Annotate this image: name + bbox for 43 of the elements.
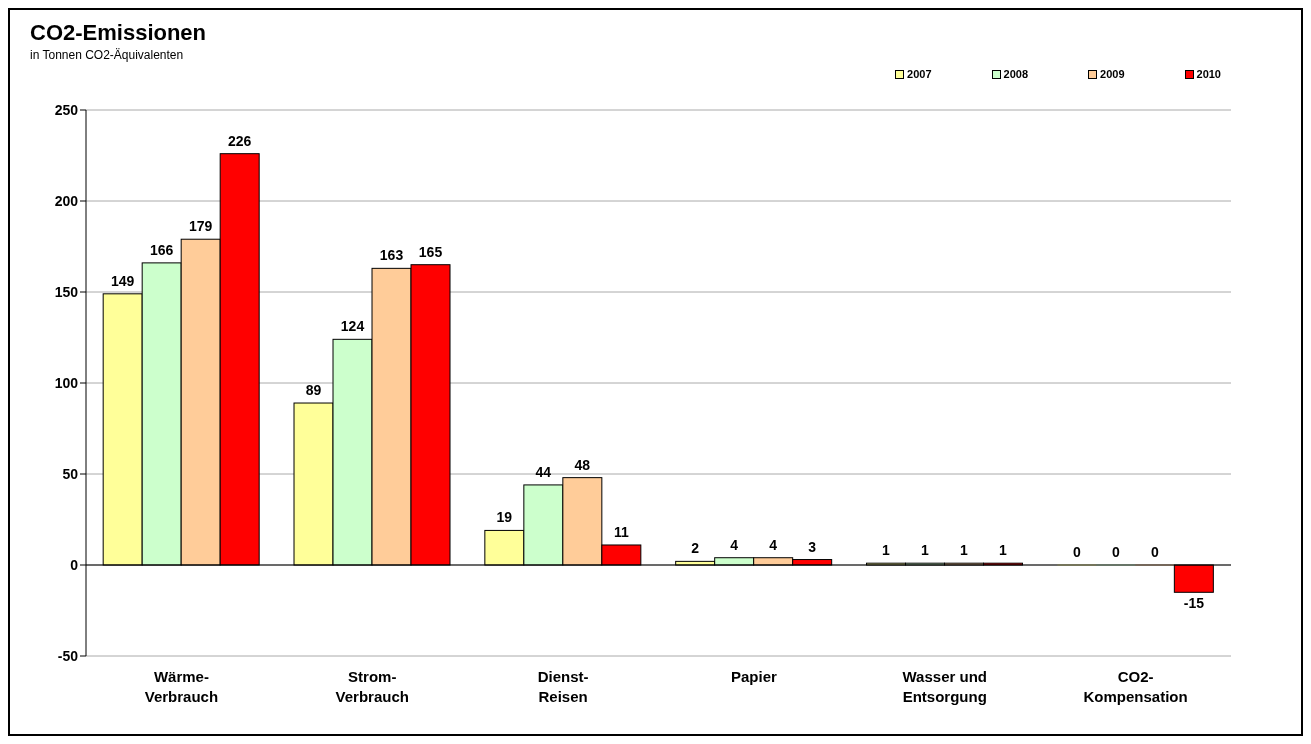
data-label: 163 bbox=[379, 247, 404, 264]
y-tick-label: 100 bbox=[54, 374, 79, 391]
y-tick-label: 0 bbox=[70, 556, 79, 573]
data-label: 179 bbox=[189, 218, 213, 235]
data-label: 2 bbox=[691, 540, 700, 557]
data-label: 165 bbox=[418, 243, 443, 260]
data-label: 1 bbox=[921, 542, 930, 559]
data-label: 124 bbox=[340, 318, 365, 335]
data-label: 19 bbox=[496, 509, 513, 526]
legend-label: 2007 bbox=[906, 68, 932, 80]
data-label: 44 bbox=[535, 463, 552, 480]
data-label: 1 bbox=[960, 542, 969, 559]
data-label: 89 bbox=[305, 382, 322, 399]
y-tick-label: 50 bbox=[62, 465, 79, 482]
x-tick-label: Wärme- Verbrauch bbox=[144, 668, 219, 705]
y-tick-label: 250 bbox=[54, 101, 79, 118]
legend-label: 2010 bbox=[1195, 68, 1221, 80]
data-label: 11 bbox=[613, 523, 629, 540]
data-label: 226 bbox=[228, 132, 252, 149]
x-tick-label: CO2- Kompensation bbox=[1083, 668, 1188, 705]
chart-title: CO2-Emissionen bbox=[30, 20, 207, 46]
data-label: -15 bbox=[1183, 595, 1205, 612]
x-tick-label: Strom- Verbrauch bbox=[335, 668, 409, 705]
data-label: 0 bbox=[1072, 544, 1081, 560]
legend-label: 2008 bbox=[1002, 68, 1029, 80]
x-tick-label: Dienst- Reisen bbox=[537, 668, 589, 705]
data-label: 4 bbox=[730, 536, 739, 553]
y-tick-label: 150 bbox=[54, 283, 79, 300]
data-label: 1 bbox=[999, 542, 1008, 559]
legend-label: 2009 bbox=[1099, 68, 1125, 80]
x-tick-label: Wasser und Entsorgung bbox=[902, 668, 987, 705]
chart-subtitle: in Tonnen CO2-Äquivalenten bbox=[30, 48, 184, 62]
data-label: 1 bbox=[882, 542, 891, 559]
data-label: 0 bbox=[1150, 544, 1159, 560]
data-label: 3 bbox=[808, 538, 817, 555]
data-label: 0 bbox=[1111, 544, 1120, 560]
data-label: 48 bbox=[574, 456, 591, 473]
y-tick-label: 200 bbox=[54, 192, 79, 209]
data-label: 149 bbox=[111, 272, 135, 289]
x-tick-label: Papier bbox=[730, 668, 778, 685]
data-label: 166 bbox=[150, 241, 174, 258]
data-label: 4 bbox=[769, 536, 778, 553]
y-tick-label: -50 bbox=[57, 647, 79, 664]
